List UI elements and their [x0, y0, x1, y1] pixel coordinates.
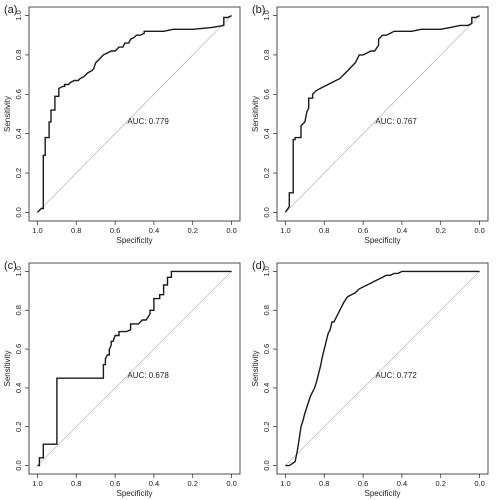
panel-label: (a) [4, 4, 17, 16]
x-tick-label: 0.6 [110, 226, 120, 235]
y-tick-label: 0.4 [14, 383, 23, 393]
roc-curve [285, 270, 480, 467]
y-tick-label: 0.0 [262, 460, 271, 470]
x-tick-label: 0.4 [149, 479, 159, 488]
x-tick-label: 0.4 [149, 226, 159, 235]
x-tick-label: 0.2 [436, 226, 446, 235]
y-tick-label: 0.6 [14, 344, 23, 354]
roc-panel-0: (a)1.0 0.8 0.6 0.4 0.2 0.00.00.20.40.60.81.0S… [3, 4, 241, 245]
roc-curve [284, 14, 480, 213]
x-tick-label: 0.6 [358, 226, 368, 235]
x-tick-label: 0.2 [188, 479, 198, 488]
x-tick-label: 0.4 [397, 226, 407, 235]
x-tick-label: 0.0 [474, 479, 484, 488]
y-tick-label: 0.8 [262, 305, 271, 315]
y-axis-title: Sensitivity [3, 96, 12, 132]
roc-panel-2: (c)1.0 0.8 0.6 0.4 0.2 0.00.00.20.40.60.81.0S… [3, 260, 241, 498]
y-tick-label: 0.4 [262, 383, 271, 393]
y-tick-label: 0.8 [262, 50, 271, 60]
x-tick-label: 1.0 [280, 479, 290, 488]
auc-annotation: AUC: 0.772 [375, 371, 417, 380]
auc-annotation: AUC: 0.779 [127, 117, 169, 126]
y-tick-label: 0.8 [14, 50, 23, 60]
x-tick-label: 1.0 [32, 479, 42, 488]
plot-frame [276, 262, 489, 475]
y-tick-label: 0.2 [262, 422, 271, 432]
x-tick-label: 0.2 [188, 226, 198, 235]
panel-label: (d) [252, 260, 265, 272]
roc-panel-3: (d)1.0 0.8 0.6 0.4 0.2 0.00.00.20.40.60.81.0S… [251, 260, 489, 498]
roc-curve [37, 270, 232, 467]
x-tick-label: 0.0 [226, 479, 236, 488]
plot-frame [276, 6, 489, 222]
x-tick-label: 1.0 [280, 226, 290, 235]
y-tick-label: 0.6 [262, 89, 271, 99]
x-tick-label: 0.2 [436, 479, 446, 488]
reference-diagonal [37, 15, 232, 213]
y-tick-label: 0.4 [14, 128, 23, 138]
y-tick-label: 0.2 [14, 168, 23, 178]
reference-diagonal [285, 271, 480, 466]
auc-annotation: AUC: 0.678 [127, 371, 169, 380]
x-axis-title: Specificity [116, 236, 152, 245]
y-tick-label: 1.0 [262, 266, 271, 276]
y-tick-label: 0.2 [14, 422, 23, 432]
y-axis-title: Sensitivity [251, 350, 260, 386]
panel-label: (b) [252, 4, 265, 16]
y-tick-label: 1.0 [14, 266, 23, 276]
y-tick-label: 0.0 [14, 207, 23, 217]
x-tick-label: 1.0 [32, 226, 42, 235]
plot-frame [28, 262, 241, 475]
x-tick-label: 0.8 [319, 226, 329, 235]
y-tick-label: 0.6 [262, 344, 271, 354]
x-tick-label: 0.0 [474, 226, 484, 235]
y-tick-label: 0.2 [262, 168, 271, 178]
x-tick-label: 0.0 [226, 226, 236, 235]
x-tick-label: 0.8 [319, 479, 329, 488]
x-axis-title: Specificity [364, 236, 400, 245]
auc-annotation: AUC: 0.767 [375, 117, 417, 126]
y-tick-label: 0.6 [14, 89, 23, 99]
y-tick-label: 1.0 [262, 10, 271, 20]
roc-panel-1: (b)1.0 0.8 0.6 0.4 0.2 0.00.00.20.40.60.81.0S… [251, 4, 489, 245]
y-tick-label: 0.0 [262, 207, 271, 217]
panel-label: (c) [4, 260, 17, 272]
plot-frame [28, 6, 241, 222]
y-tick-label: 1.0 [14, 10, 23, 20]
x-tick-label: 0.6 [358, 479, 368, 488]
y-axis-title: Sensitivity [3, 350, 12, 386]
y-axis-title: Sensitivity [251, 96, 260, 132]
y-tick-label: 0.0 [14, 460, 23, 470]
x-tick-label: 0.8 [71, 479, 81, 488]
x-tick-label: 0.8 [71, 226, 81, 235]
y-tick-label: 0.8 [14, 305, 23, 315]
y-tick-label: 0.4 [262, 128, 271, 138]
x-axis-title: Specificity [116, 489, 152, 498]
reference-diagonal [285, 15, 480, 213]
reference-diagonal [37, 271, 232, 466]
x-tick-label: 0.6 [110, 479, 120, 488]
x-axis-title: Specificity [364, 489, 400, 498]
roc-curve [36, 14, 232, 213]
x-tick-label: 0.4 [397, 479, 407, 488]
